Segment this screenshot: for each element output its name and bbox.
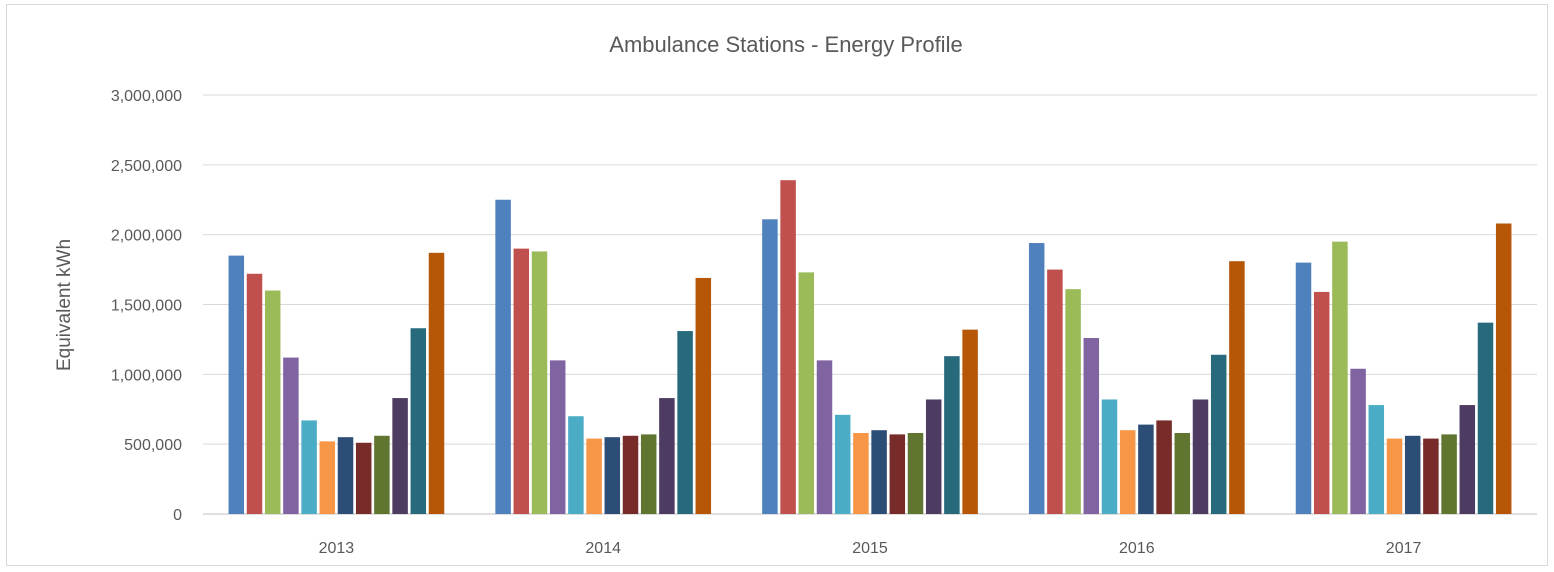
bar-2015-series-1 <box>762 219 778 515</box>
y-tick-label: 1,500,000 <box>111 298 182 315</box>
bar-2015-series-11 <box>944 356 960 514</box>
bar-2016-series-6 <box>1119 430 1136 514</box>
bar-2013-series-10 <box>392 398 408 514</box>
bar-2014-series-2 <box>513 248 530 514</box>
bar-2014-series-1 <box>495 199 511 514</box>
y-axis-ticks: 0 500,000 1,000,000 1,500,000 2,000,000 2,500… <box>111 88 182 524</box>
bar-2016-series-8 <box>1156 420 1172 514</box>
bar-2017-series-11 <box>1477 322 1494 514</box>
x-tick-label: 2017 <box>1386 540 1422 557</box>
bar-2016-series-7 <box>1138 424 1154 514</box>
bar-2014-series-5 <box>568 416 584 514</box>
bar-2015-series-6 <box>853 432 869 514</box>
bar-2014-series-4 <box>549 360 566 514</box>
bar-2014-series-7 <box>604 437 621 514</box>
bar-2014-series-9 <box>640 434 657 514</box>
bar-2015-series-5 <box>834 414 851 514</box>
chart-title: Ambulance Stations - Energy Profile <box>609 32 962 57</box>
y-tick-label: 2,500,000 <box>111 158 182 175</box>
y-tick-label: 3,000,000 <box>111 88 182 105</box>
bar-2013-series-1 <box>228 255 245 514</box>
bars <box>228 180 1512 515</box>
bar-2015-series-9 <box>907 432 924 514</box>
x-tick-label: 2016 <box>1119 540 1155 557</box>
bar-2016-series-1 <box>1028 243 1045 515</box>
bar-2013-series-9 <box>374 435 390 514</box>
bar-2013-series-2 <box>246 273 263 514</box>
bar-2015-series-7 <box>871 430 887 514</box>
bar-2014-series-10 <box>659 398 675 514</box>
bar-2016-series-4 <box>1083 338 1100 514</box>
bar-2016-series-10 <box>1192 399 1209 514</box>
bar-2015-series-4 <box>816 360 833 514</box>
x-tick-label: 2014 <box>585 540 621 557</box>
bar-2017-series-7 <box>1404 435 1421 514</box>
bar-2017-series-1 <box>1295 262 1312 514</box>
y-tick-label: 1,000,000 <box>111 367 182 384</box>
bar-2015-series-2 <box>780 180 796 514</box>
bar-2017-series-10 <box>1459 405 1476 514</box>
bar-2017-series-4 <box>1350 368 1366 514</box>
bar-2016-series-11 <box>1210 354 1227 514</box>
bar-2015-series-3 <box>798 272 815 514</box>
y-tick-label: 2,000,000 <box>111 228 182 245</box>
bar-2013-series-8 <box>355 442 372 514</box>
x-axis-ticks: 2013 2014 2015 2016 2017 <box>319 540 1422 557</box>
bar-2013-series-4 <box>283 357 299 514</box>
bar-2015-series-8 <box>889 434 906 514</box>
bar-2014-series-11 <box>677 331 693 514</box>
bar-2017-series-12 <box>1495 223 1512 515</box>
bar-2016-series-5 <box>1101 399 1118 514</box>
bar-2013-series-3 <box>264 290 281 514</box>
bar-2013-series-5 <box>301 420 317 514</box>
x-tick-label: 2013 <box>319 540 355 557</box>
bar-2015-series-10 <box>925 399 942 514</box>
bar-2013-series-12 <box>428 252 445 514</box>
bar-2016-series-2 <box>1047 269 1063 514</box>
bar-2013-series-6 <box>319 441 336 514</box>
bar-2017-series-2 <box>1313 291 1330 514</box>
bar-2014-series-3 <box>531 251 548 514</box>
bar-2017-series-5 <box>1368 405 1385 514</box>
bar-2017-series-6 <box>1386 438 1403 514</box>
y-tick-label: 0 <box>173 507 182 524</box>
bar-2016-series-3 <box>1065 289 1081 514</box>
x-tick-label: 2015 <box>852 540 888 557</box>
bar-2017-series-3 <box>1332 241 1348 514</box>
bar-2013-series-7 <box>337 437 354 514</box>
bar-2013-series-11 <box>410 328 427 514</box>
bar-2016-series-12 <box>1229 261 1245 514</box>
bar-2017-series-8 <box>1423 438 1439 514</box>
bar-2015-series-12 <box>962 329 978 514</box>
bar-2016-series-9 <box>1174 432 1191 514</box>
y-tick-label: 500,000 <box>124 437 182 454</box>
bar-2014-series-12 <box>695 277 712 514</box>
y-axis-label: Equivalent kWh <box>54 239 75 371</box>
bar-2014-series-8 <box>622 435 639 514</box>
bar-2014-series-6 <box>586 438 602 514</box>
bar-2017-series-9 <box>1441 434 1457 514</box>
